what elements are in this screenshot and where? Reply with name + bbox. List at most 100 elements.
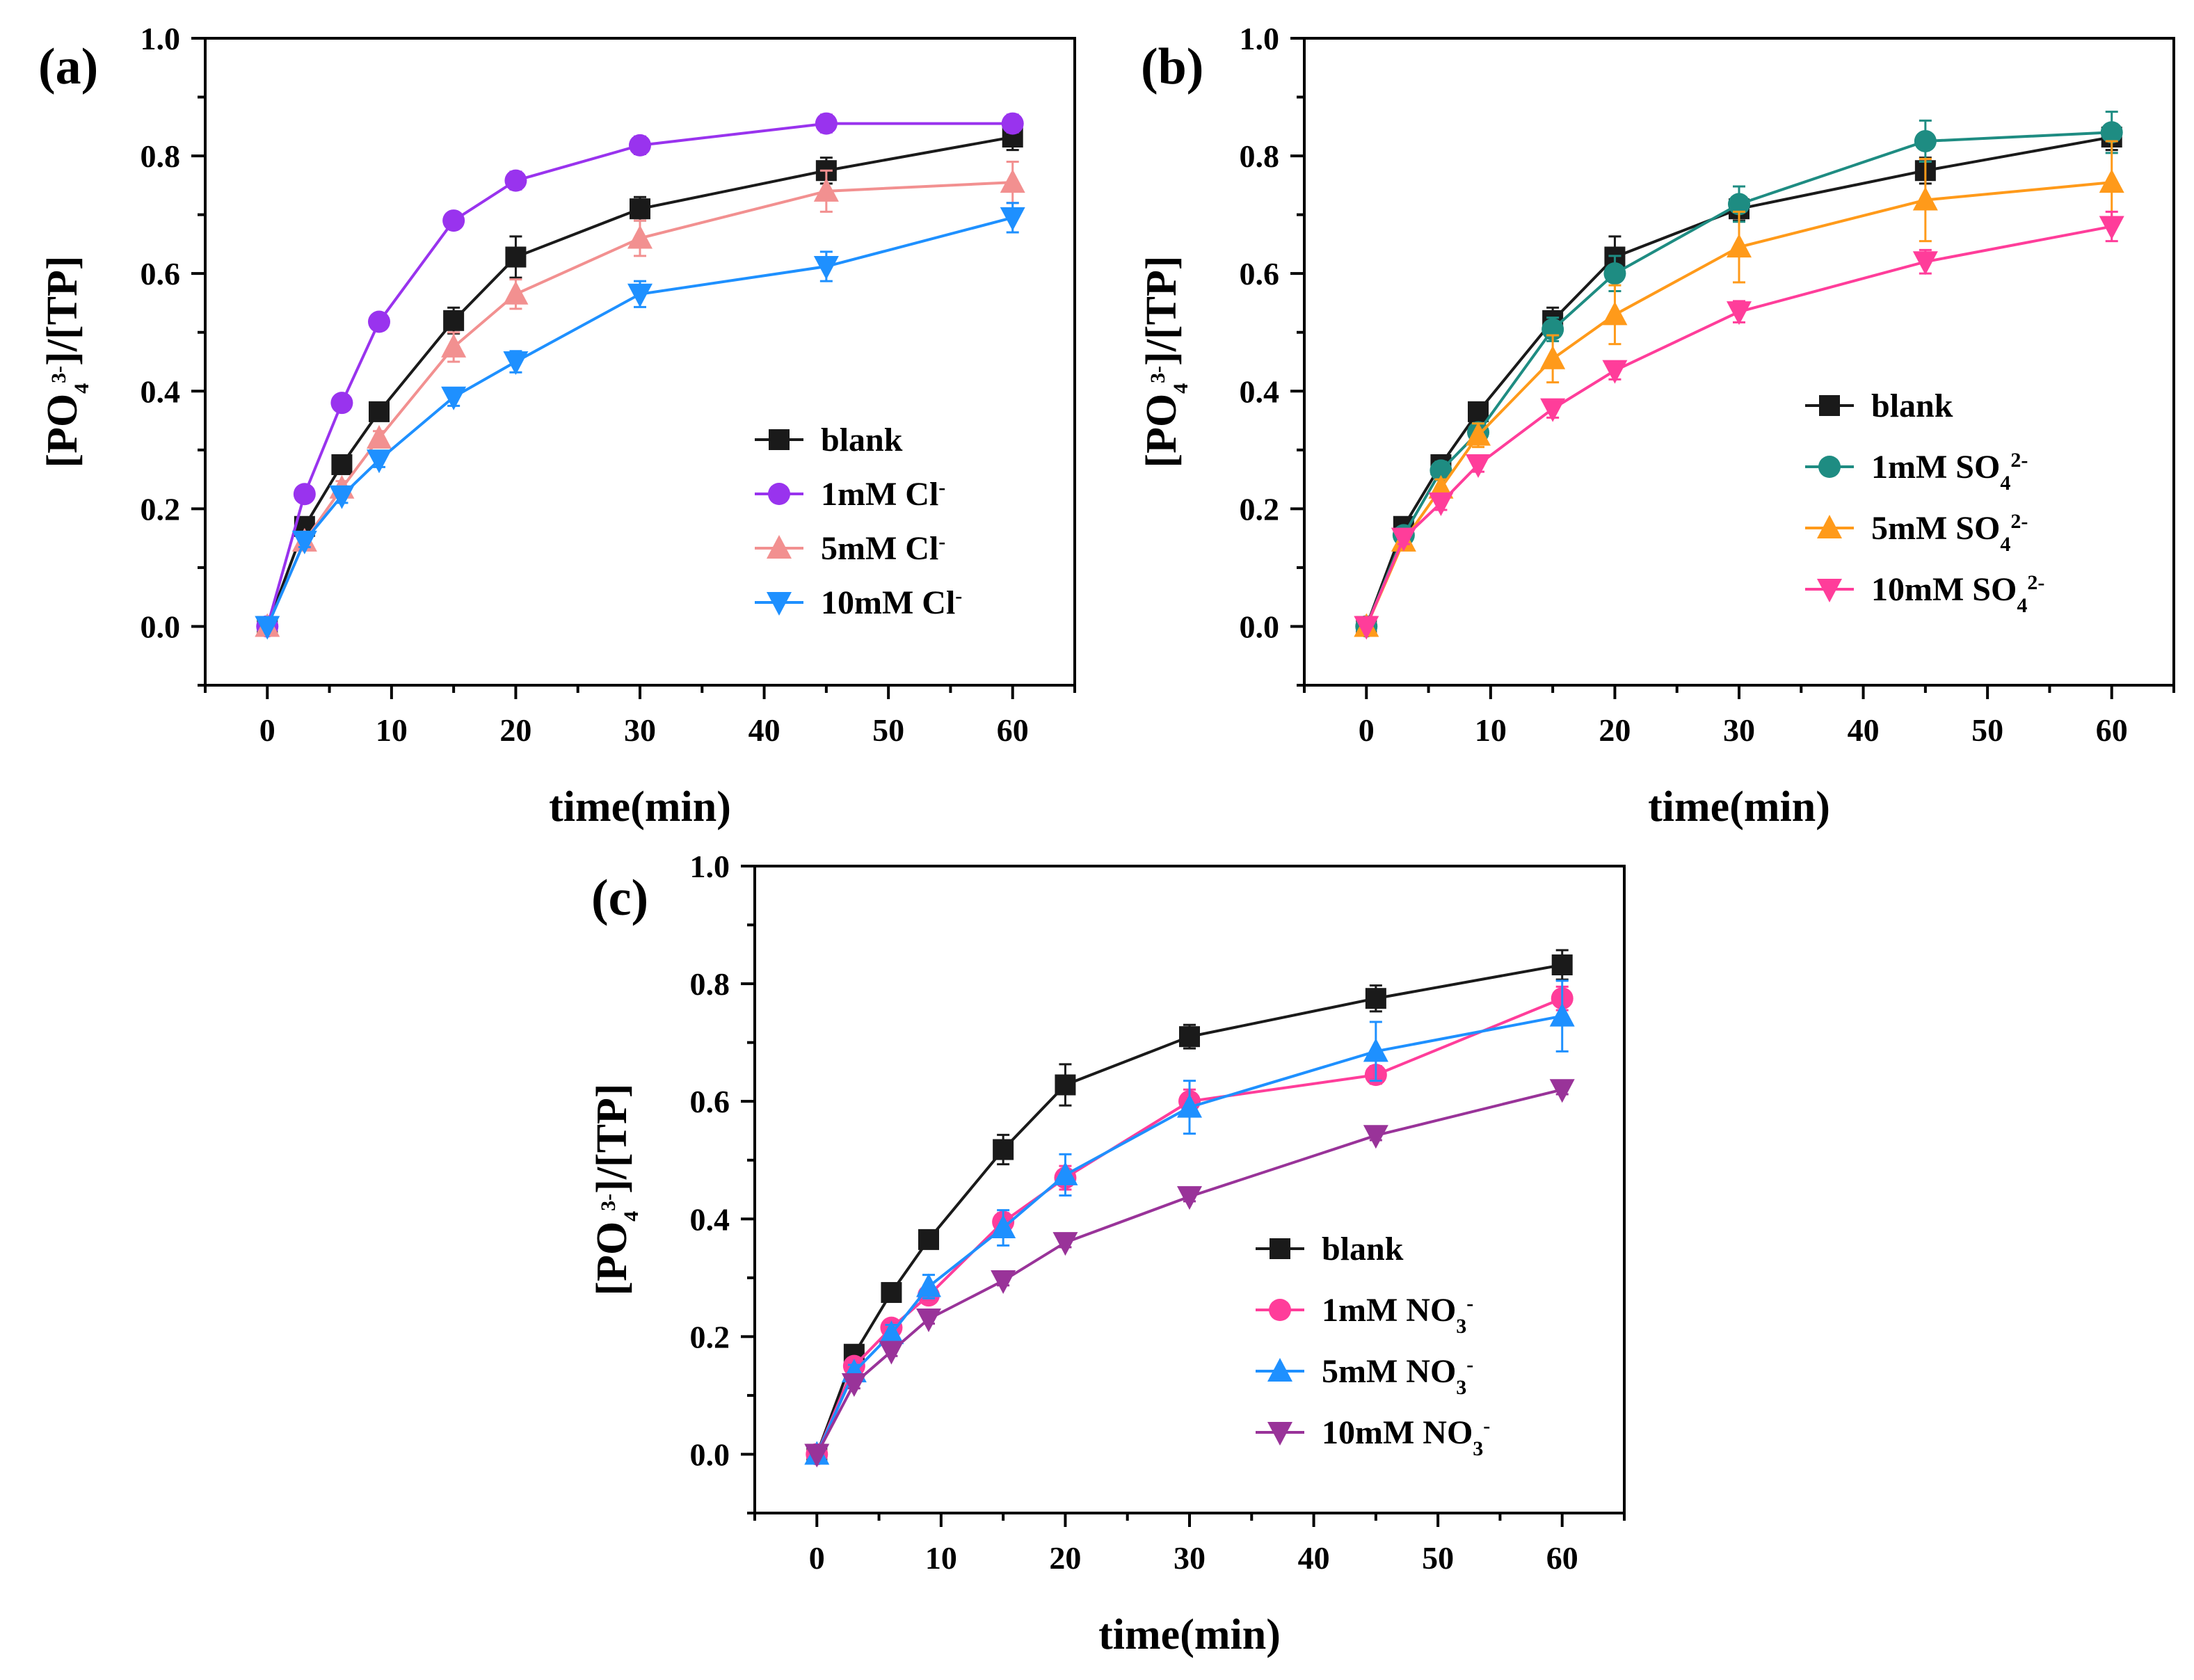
y-tick-label: 0.4 — [690, 1201, 730, 1237]
data-point — [815, 112, 838, 135]
data-point — [1540, 345, 1566, 369]
data-point — [1052, 1232, 1078, 1256]
legend-label: 5mM Cl- — [821, 530, 945, 568]
data-point — [2100, 121, 2123, 144]
x-axis-label: time(min) — [1648, 783, 1830, 831]
x-tick-label: 60 — [997, 712, 1029, 748]
data-point — [1000, 207, 1025, 231]
y-tick-label: 0.6 — [141, 256, 181, 291]
data-point — [293, 483, 316, 506]
data-point — [1365, 988, 1386, 1009]
x-tick-label: 40 — [1298, 1540, 1330, 1576]
x-tick-label: 20 — [499, 712, 531, 748]
legend-marker — [1269, 1299, 1291, 1321]
data-point — [1602, 301, 1628, 326]
data-point — [629, 134, 651, 157]
y-tick-label: 1.0 — [690, 849, 730, 884]
x-tick-label: 0 — [1359, 712, 1375, 748]
data-point — [813, 177, 839, 202]
x-axis-label: time(min) — [549, 783, 731, 831]
x-tick-label: 10 — [925, 1540, 957, 1576]
y-axis-label-group: [PO43-]/[TP] — [588, 1083, 643, 1295]
series-2: 5mM NO3- — [804, 979, 1575, 1465]
data-point — [1177, 1186, 1202, 1210]
legend-label: 10mM NO3- — [1322, 1414, 1490, 1460]
data-point — [2099, 169, 2124, 193]
data-point — [627, 283, 652, 307]
legend-marker — [767, 592, 792, 616]
data-point — [1912, 186, 1938, 211]
data-point — [1000, 169, 1025, 193]
legend-label: blank — [1871, 387, 1953, 424]
x-tick-label: 50 — [1971, 712, 2003, 748]
x-tick-label: 10 — [376, 712, 408, 748]
legend-marker — [767, 535, 792, 559]
data-point — [1052, 1161, 1078, 1185]
data-point — [1055, 1074, 1076, 1096]
data-point — [505, 246, 527, 268]
data-point — [1912, 251, 1938, 275]
chart-panel-1: 0 10 20 30 40 50 60 0.0 0.2 0.4 0.6 0.8 1.0 time(min)… — [1138, 21, 2175, 831]
x-tick-label: 30 — [624, 712, 656, 748]
data-point — [367, 449, 392, 474]
y-tick-label: 0.8 — [1240, 138, 1280, 174]
data-point — [916, 1273, 941, 1297]
legend-marker — [1267, 1422, 1292, 1446]
x-tick-label: 40 — [748, 712, 780, 748]
legend-marker — [1817, 579, 1842, 602]
legend-label: 1mM Cl- — [821, 476, 945, 513]
x-tick-label: 0 — [809, 1540, 825, 1576]
data-point — [2099, 216, 2124, 240]
y-tick-label: 0.4 — [141, 374, 181, 409]
y-tick-label: 0.8 — [690, 966, 730, 1002]
data-point — [1001, 112, 1024, 135]
x-tick-label: 40 — [1848, 712, 1880, 748]
data-point — [918, 1229, 939, 1250]
series-2: 5mM Cl- — [255, 161, 1025, 637]
data-point — [1430, 459, 1452, 482]
y-tick-label: 0.2 — [1240, 491, 1280, 527]
data-point — [1363, 1038, 1388, 1062]
x-tick-label: 50 — [1422, 1540, 1454, 1576]
panel-tag: (b) — [1141, 38, 1203, 95]
data-point — [504, 169, 527, 192]
data-point — [841, 1373, 867, 1397]
data-point — [441, 333, 467, 358]
legend-marker — [1819, 395, 1840, 416]
legend-marker — [1267, 1358, 1292, 1382]
series-line — [815, 1088, 1563, 1455]
data-point — [1391, 527, 1416, 552]
legend-marker — [769, 429, 790, 450]
legend-label: 10mM SO42- — [1871, 571, 2044, 617]
legend-marker — [1817, 515, 1842, 538]
legend-marker — [768, 483, 790, 505]
legend-marker — [1818, 456, 1841, 478]
data-point — [1549, 1002, 1575, 1027]
data-point — [1363, 1125, 1388, 1149]
data-point — [1177, 1094, 1202, 1118]
data-point — [330, 392, 353, 415]
y-tick-label: 0.2 — [690, 1319, 730, 1354]
y-tick-label: 0.6 — [690, 1084, 730, 1119]
data-point — [503, 280, 529, 305]
data-point — [630, 198, 650, 220]
x-tick-label: 30 — [1723, 712, 1755, 748]
series-3: 10mM NO3- — [804, 1079, 1575, 1468]
data-point — [1549, 1079, 1575, 1103]
data-point — [442, 209, 465, 232]
y-axis-label-group: [PO43-]/[TP] — [39, 255, 93, 467]
y-tick-label: 1.0 — [1240, 21, 1280, 56]
y-tick-label: 0.2 — [141, 491, 181, 527]
x-tick-label: 30 — [1174, 1540, 1206, 1576]
legend-label: 1mM SO42- — [1871, 449, 2028, 495]
data-point — [1466, 454, 1491, 478]
data-point — [1914, 129, 1937, 152]
data-point — [1727, 301, 1752, 326]
legend-label: 5mM NO3- — [1322, 1353, 1473, 1399]
x-tick-label: 50 — [872, 712, 904, 748]
data-point — [804, 1443, 830, 1468]
data-point — [1466, 422, 1491, 446]
y-axis-label-group: [PO43-]/[TP] — [1138, 255, 1192, 467]
data-point — [443, 310, 465, 331]
data-point — [503, 351, 529, 375]
